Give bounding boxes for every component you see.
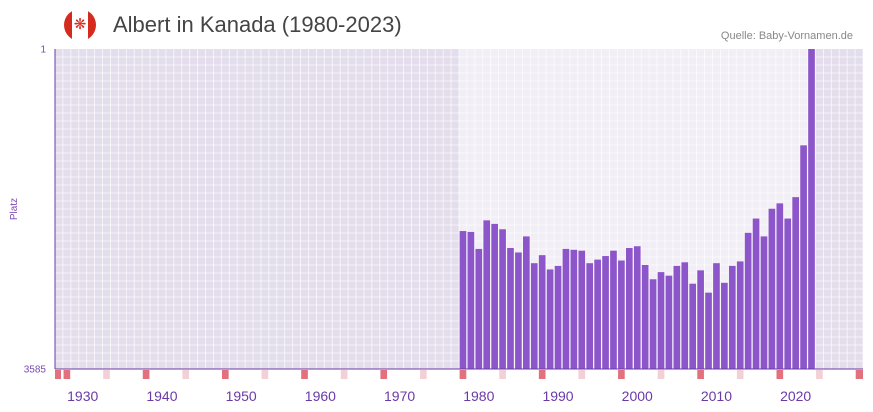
half-decade-marker-1953 [261, 370, 269, 379]
bar-2017 [768, 208, 776, 369]
bar-1978 [459, 231, 467, 369]
bar-1983 [499, 229, 506, 369]
bar-1996 [602, 256, 609, 369]
x-tick-label-1940: 1940 [146, 388, 177, 404]
half-decade-marker-2013 [736, 370, 744, 379]
bar-1993 [578, 250, 586, 369]
maple-leaf-icon: ❋ [73, 16, 87, 33]
bar-2003 [657, 272, 665, 369]
decade-markers [55, 370, 863, 379]
bar-series [459, 49, 815, 369]
x-tick-label-1970: 1970 [384, 388, 415, 404]
bar-2014 [744, 232, 752, 369]
bar-2008 [697, 270, 704, 369]
bar-2022 [808, 49, 815, 369]
bar-2021 [800, 145, 807, 369]
bar-1995 [594, 259, 601, 369]
x-tick-label-1960: 1960 [305, 388, 336, 404]
bar-1985 [515, 252, 522, 369]
half-decade-marker-2003 [657, 370, 665, 379]
bar-1989 [546, 269, 554, 369]
decade-marker-1928 [63, 370, 71, 379]
bar-2000 [633, 246, 641, 369]
decade-marker-1968 [380, 370, 388, 379]
bar-2006 [681, 262, 689, 369]
decade-marker-1978 [459, 370, 467, 379]
y-tick-label: 1 [40, 45, 46, 56]
x-tick-label-1990: 1990 [542, 388, 573, 404]
decade-marker-1958 [301, 370, 308, 379]
canada-flag-icon: ❋ [64, 9, 96, 41]
bar-2004 [665, 275, 673, 369]
bar-1981 [483, 220, 491, 369]
bar-2018 [776, 203, 784, 369]
half-decade-marker-1973 [420, 370, 427, 379]
bar-1991 [562, 248, 570, 369]
bar-2001 [641, 264, 649, 369]
bar-1987 [530, 263, 538, 369]
decade-marker-1938 [142, 370, 150, 379]
decade-marker-2018 [776, 370, 784, 379]
chart-axes [54, 49, 863, 370]
bar-2011 [721, 282, 728, 369]
bar-1998 [618, 260, 625, 369]
chart-header: ❋ Albert in Kanada (1980-2023) Quelle: B… [0, 0, 873, 48]
bar-1988 [538, 255, 546, 369]
bar-1992 [570, 249, 578, 369]
bar-1980 [475, 248, 483, 369]
decade-marker-1988 [538, 370, 546, 379]
half-decade-marker-1933 [103, 370, 110, 379]
x-tick-label-1980: 1980 [463, 388, 494, 404]
bar-2016 [760, 236, 768, 369]
x-axis-ticks: 1930 1940 1950 1960 1970 1980 1990 2000 2010 2020 [67, 388, 811, 404]
bar-2010 [713, 263, 720, 369]
decade-marker-1998 [618, 370, 625, 379]
bar-2007 [689, 283, 697, 369]
bar-2020 [792, 197, 799, 369]
y-axis-label: Platz [9, 198, 20, 220]
flag-red-band-left [64, 9, 72, 41]
bar-1984 [507, 248, 514, 369]
half-decade-marker-1993 [578, 370, 586, 379]
bar-1994 [586, 263, 594, 369]
decade-marker-1948 [221, 370, 229, 379]
bar-1997 [610, 250, 617, 369]
bar-2019 [784, 218, 792, 369]
half-decade-marker-1943 [182, 370, 190, 379]
bar-2002 [649, 279, 657, 369]
x-tick-label-2010: 2010 [701, 388, 732, 404]
x-tick-label-2000: 2000 [622, 388, 653, 404]
bar-1979 [467, 231, 475, 369]
bar-1982 [491, 223, 498, 369]
source-credit: Quelle: Baby-Vornamen.de [720, 30, 853, 42]
bar-1986 [523, 236, 530, 369]
half-decade-marker-1963 [340, 370, 348, 379]
bar-1999 [625, 248, 633, 369]
half-decade-marker-2023 [816, 370, 823, 379]
chart-title: Albert in Kanada (1980-2023) [113, 12, 402, 37]
flag-red-band-right [88, 9, 96, 41]
bar-2013 [736, 261, 744, 369]
axis-end-marker [857, 370, 863, 379]
x-tick-label-1930: 1930 [67, 388, 98, 404]
x-tick-label-2020: 2020 [780, 388, 811, 404]
half-decade-marker-1983 [499, 370, 506, 379]
axis-start-marker [55, 370, 61, 379]
y-tick-label: 3585 [24, 365, 47, 376]
y-axis-ticks: 1 3585 [24, 45, 47, 376]
bar-2005 [673, 265, 681, 369]
bar-2015 [752, 218, 760, 369]
bar-2009 [705, 292, 712, 369]
decade-marker-2008 [697, 370, 704, 379]
bar-2012 [728, 265, 736, 369]
plot-grid [54, 49, 864, 369]
bar-1990 [554, 265, 562, 369]
x-tick-label-1950: 1950 [226, 388, 257, 404]
